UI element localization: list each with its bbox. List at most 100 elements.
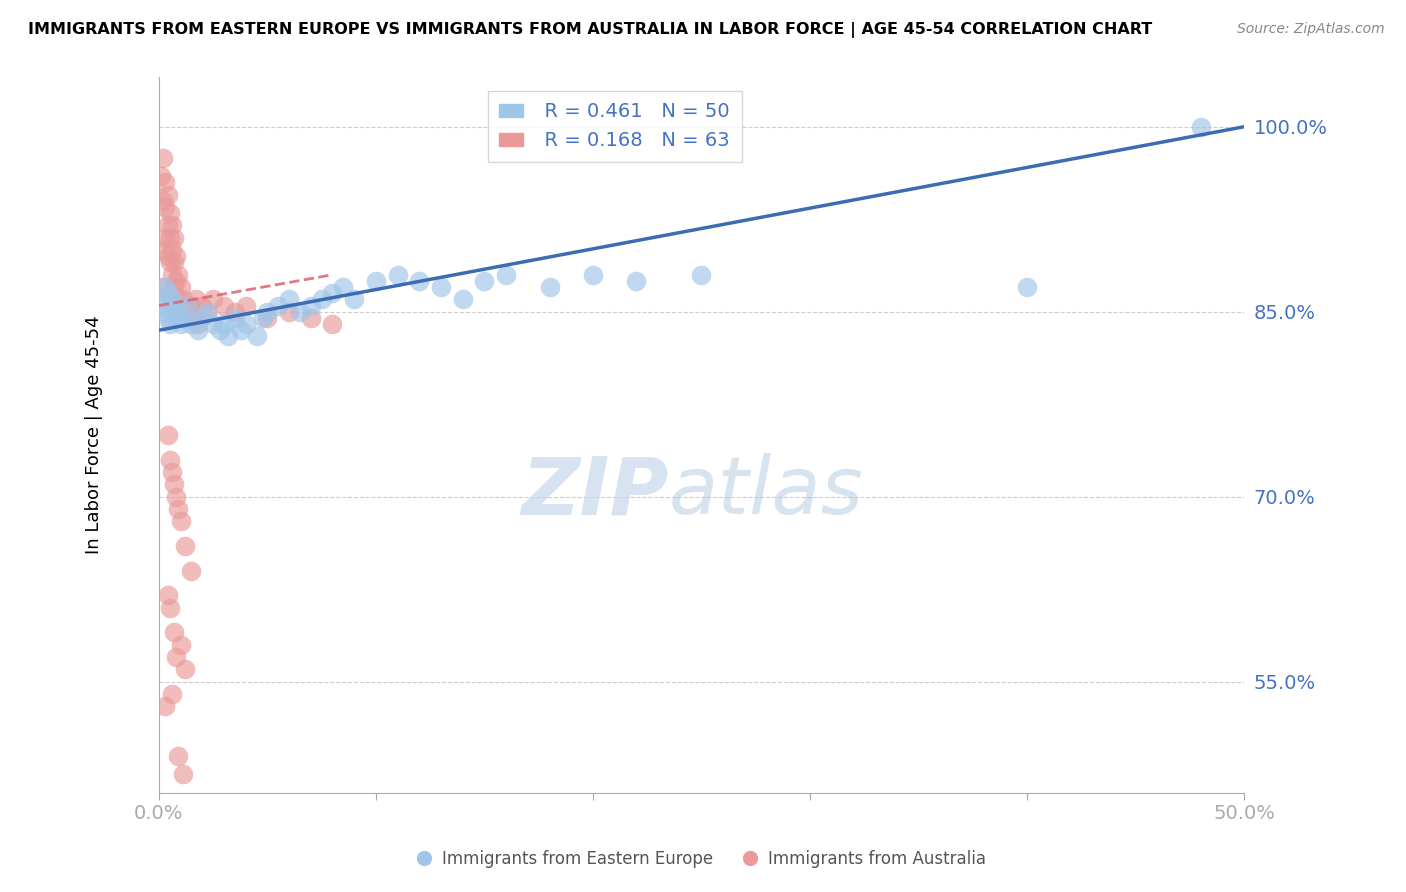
Point — [176, 299, 198, 313]
Point — [163, 477, 186, 491]
Point — [430, 280, 453, 294]
Point — [311, 293, 333, 307]
Point — [252, 310, 274, 325]
Point — [245, 329, 267, 343]
Point — [321, 317, 343, 331]
Y-axis label: In Labor Force | Age 45-54: In Labor Force | Age 45-54 — [86, 316, 103, 554]
Point — [160, 465, 183, 479]
Point — [174, 662, 197, 676]
Point — [167, 268, 190, 282]
Point — [160, 219, 183, 233]
Point — [387, 268, 409, 282]
Point — [165, 310, 187, 325]
Point — [224, 310, 246, 325]
Text: ZIP: ZIP — [522, 453, 669, 532]
Point — [155, 231, 177, 245]
Point — [267, 299, 290, 313]
Point — [256, 310, 278, 325]
Point — [150, 169, 173, 183]
Point — [174, 299, 197, 313]
Point — [167, 299, 190, 313]
Point — [231, 323, 253, 337]
Point — [155, 280, 177, 294]
Point — [163, 280, 186, 294]
Point — [299, 299, 322, 313]
Text: IMMIGRANTS FROM EASTERN EUROPE VS IMMIGRANTS FROM AUSTRALIA IN LABOR FORCE | AGE: IMMIGRANTS FROM EASTERN EUROPE VS IMMIGR… — [28, 22, 1153, 38]
Point — [208, 323, 231, 337]
Point — [1189, 120, 1212, 134]
Point — [163, 231, 186, 245]
Point — [690, 268, 713, 282]
Point — [160, 243, 183, 257]
Point — [169, 317, 191, 331]
Point — [165, 249, 187, 263]
Point — [1015, 280, 1038, 294]
Point — [167, 748, 190, 763]
Point — [187, 317, 209, 331]
Point — [169, 515, 191, 529]
Point — [155, 175, 177, 189]
Point — [159, 206, 181, 220]
Point — [343, 293, 366, 307]
Legend: Immigrants from Eastern Europe, Immigrants from Australia: Immigrants from Eastern Europe, Immigran… — [413, 844, 993, 875]
Point — [159, 255, 181, 269]
Point — [174, 539, 197, 553]
Point — [235, 317, 257, 331]
Point — [163, 304, 186, 318]
Point — [451, 293, 474, 307]
Point — [332, 280, 354, 294]
Point — [495, 268, 517, 282]
Point — [180, 299, 202, 313]
Point — [176, 304, 198, 318]
Point — [235, 299, 257, 313]
Point — [160, 268, 183, 282]
Point — [159, 600, 181, 615]
Point — [169, 280, 191, 294]
Point — [165, 274, 187, 288]
Point — [169, 638, 191, 652]
Point — [156, 428, 179, 442]
Point — [152, 151, 174, 165]
Point — [183, 310, 205, 325]
Point — [180, 564, 202, 578]
Point — [408, 274, 430, 288]
Point — [150, 293, 173, 307]
Point — [160, 293, 183, 307]
Point — [163, 625, 186, 640]
Point — [626, 274, 648, 288]
Point — [167, 502, 190, 516]
Point — [184, 293, 207, 307]
Point — [202, 293, 225, 307]
Point — [160, 687, 183, 701]
Point — [321, 286, 343, 301]
Point — [152, 243, 174, 257]
Point — [159, 231, 181, 245]
Point — [159, 317, 181, 331]
Text: Source: ZipAtlas.com: Source: ZipAtlas.com — [1237, 22, 1385, 37]
Point — [217, 329, 239, 343]
Point — [156, 219, 179, 233]
Point — [195, 304, 218, 318]
Point — [167, 293, 190, 307]
Point — [156, 249, 179, 263]
Point — [156, 286, 179, 301]
Point — [180, 317, 202, 331]
Point — [159, 452, 181, 467]
Text: atlas: atlas — [669, 453, 863, 532]
Point — [169, 304, 191, 318]
Point — [187, 323, 209, 337]
Point — [191, 310, 214, 325]
Point — [299, 310, 322, 325]
Point — [152, 299, 174, 313]
Point — [364, 274, 387, 288]
Point — [582, 268, 605, 282]
Point — [278, 293, 301, 307]
Point — [278, 304, 301, 318]
Point — [474, 274, 496, 288]
Point — [165, 650, 187, 665]
Point — [172, 767, 194, 781]
Point — [191, 299, 214, 313]
Point — [156, 187, 179, 202]
Point — [224, 304, 246, 318]
Point — [156, 310, 179, 325]
